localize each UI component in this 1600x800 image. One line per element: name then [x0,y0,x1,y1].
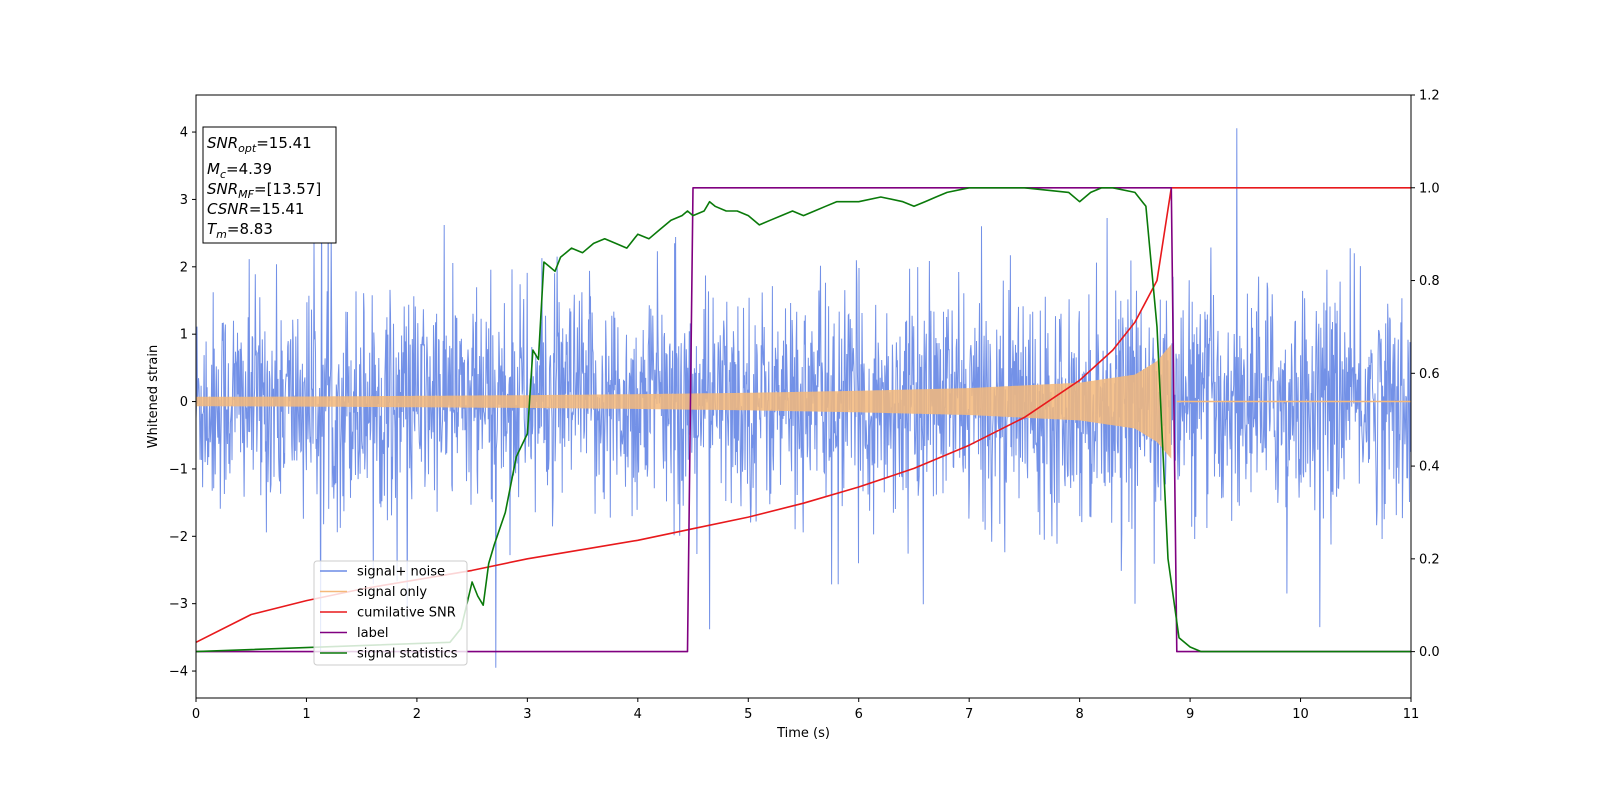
x-tick-label: 8 [1075,707,1083,722]
x-tick-label: 9 [1186,707,1194,722]
x-tick-label: 11 [1403,707,1420,722]
y-axis-right: 0.0 0.2 0.4 0.6 0.8 1.0 1.2 [1411,89,1440,660]
x-tick-label: 10 [1292,707,1309,722]
stat-line: SNRopt=15.41 [207,134,312,155]
y-left-tick-label: −2 [169,530,188,545]
y-left-tick-label: −1 [169,462,188,477]
y-left-tick-label: 2 [180,260,188,275]
y-right-tick-label: 0.8 [1419,274,1440,289]
x-tick-label: 6 [855,707,863,722]
y-left-tick-label: 3 [180,193,188,208]
x-tick-label: 7 [965,707,973,722]
y-axis-left: −4 −3 −2 −1 0 1 2 3 4 [169,126,196,680]
stat-line: CSNR=15.41 [207,200,304,218]
y-right-tick-label: 1.2 [1419,89,1440,104]
y-left-tick-label: 1 [180,328,188,343]
stat-line: Mc=4.39 [207,160,272,181]
signal-noise-series [195,128,1412,668]
stats-box: SNRopt=15.41 Mc=4.39SNRMF=[13.57]CSNR=15.… [202,126,337,244]
stat-line: SNRMF=[13.57] [207,180,321,201]
x-tick-label: 0 [192,707,200,722]
y-left-tick-label: −4 [169,665,188,680]
y-left-tick-label: 0 [180,395,188,410]
legend-entry: label [357,626,388,641]
legend-frame [313,560,468,666]
plot-frame [195,94,1412,699]
legend-entry: signal+ noise [357,565,445,580]
x-tick-label: 3 [523,707,531,722]
legend-entry: signal statistics [357,647,458,662]
signal-only-series [196,344,1411,459]
x-tick-label: 5 [744,707,752,722]
y-right-tick-label: 0.2 [1419,552,1440,567]
y-left-tick-label: −3 [169,597,188,612]
stat-line: Tm=8.83 [207,220,273,241]
legend: signal+ noise signal only cumilative SNR la… [313,560,468,666]
y-right-tick-label: 1.0 [1419,181,1440,196]
x-axis-label: Time (s) [776,726,830,741]
y-right-tick-label: 0.0 [1419,645,1440,660]
y-right-tick-label: 0.6 [1419,367,1440,382]
y-left-tick-label: 4 [180,126,188,141]
x-axis: 0 1 2 3 4 5 6 7 8 9 10 11 [192,698,1419,722]
signal-only-envelope [196,344,1172,459]
x-tick-label: 4 [634,707,642,722]
stats-box-frame [202,126,337,244]
y-axis-label: Whitened strain [146,345,161,448]
legend-entry: cumilative SNR [357,606,456,621]
legend-entry: signal only [357,585,427,600]
x-tick-label: 2 [413,707,421,722]
signal-statistics-line [195,187,1411,653]
y-right-tick-label: 0.4 [1419,460,1440,475]
signal-noise-line [195,128,1412,668]
x-tick-label: 1 [302,707,310,722]
